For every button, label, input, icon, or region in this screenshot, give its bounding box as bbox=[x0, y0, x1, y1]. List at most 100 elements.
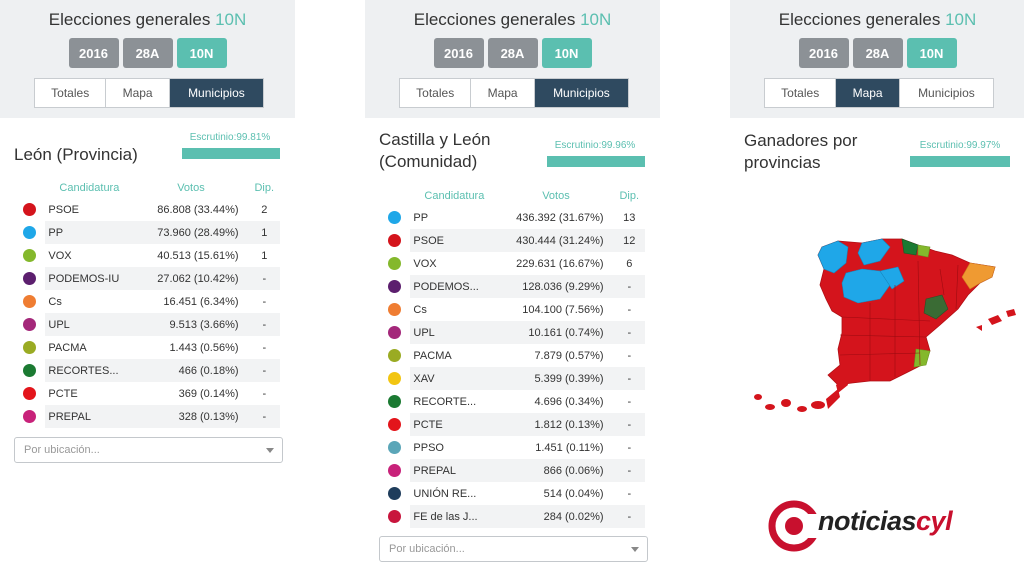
region-canarias bbox=[754, 377, 848, 412]
party-votes: 16.451 (6.34%) bbox=[133, 290, 249, 313]
region-murcia bbox=[913, 348, 931, 368]
header-candidatura: Candidatura bbox=[424, 190, 485, 202]
tab-mapa[interactable]: Mapa bbox=[106, 79, 170, 107]
party-votes: 27.062 (10.42%) bbox=[133, 267, 249, 290]
table-row[interactable]: PCTE 369 (0.14%) - bbox=[14, 382, 280, 405]
location-select[interactable]: Por ubicación... bbox=[379, 536, 648, 562]
table-row[interactable]: VOX 229.631 (16.67%) 6 bbox=[379, 252, 645, 275]
party-seats: - bbox=[613, 321, 645, 344]
party-name: PODEMOS-IU bbox=[45, 267, 134, 290]
party-color-cell bbox=[379, 229, 410, 252]
party-votes: 86.808 (33.44%) bbox=[133, 198, 249, 221]
region-basque bbox=[901, 238, 919, 256]
year-button-28a[interactable]: 28A bbox=[487, 38, 538, 68]
table-row[interactable]: UPL 9.513 (3.66%) - bbox=[14, 313, 280, 336]
escrutinio-label: Escrutinio:99.81% bbox=[189, 132, 271, 143]
party-color-cell bbox=[14, 290, 45, 313]
tab-mapa[interactable]: Mapa bbox=[836, 79, 900, 107]
table-row[interactable]: Cs 16.451 (6.34%) - bbox=[14, 290, 280, 313]
tab-municipios[interactable]: Municipios bbox=[169, 79, 263, 107]
region-teruel bbox=[923, 294, 949, 320]
location-select[interactable]: Por ubicación... bbox=[14, 437, 283, 463]
party-seats: - bbox=[613, 482, 645, 505]
party-color-cell bbox=[14, 336, 45, 359]
party-name: UPL bbox=[45, 313, 134, 336]
party-color-dot bbox=[23, 249, 37, 262]
party-color-cell bbox=[14, 244, 45, 267]
party-votes: 866 (0.06%) bbox=[498, 459, 614, 482]
spain-provinces-map[interactable] bbox=[730, 225, 1020, 425]
year-button-2016[interactable]: 2016 bbox=[68, 38, 119, 68]
view-tabs: Totales Mapa Municipios bbox=[764, 78, 994, 108]
party-votes: 514 (0.04%) bbox=[498, 482, 614, 505]
table-row[interactable]: PSOE 86.808 (33.44%) 2 bbox=[14, 198, 280, 221]
party-color-cell bbox=[14, 313, 45, 336]
table-row[interactable]: Cs 104.100 (7.56%) - bbox=[379, 298, 645, 321]
table-row[interactable]: UPL 10.161 (0.74%) - bbox=[379, 321, 645, 344]
party-color-dot bbox=[388, 326, 402, 339]
table-row[interactable]: VOX 40.513 (15.61%) 1 bbox=[14, 244, 280, 267]
tab-municipios[interactable]: Municipios bbox=[534, 79, 628, 107]
escrutinio-progress-bar bbox=[182, 148, 280, 159]
tab-totales[interactable]: Totales bbox=[400, 79, 472, 107]
year-button-10n[interactable]: 10N bbox=[541, 38, 592, 68]
year-button-2016[interactable]: 2016 bbox=[798, 38, 849, 68]
year-button-10n[interactable]: 10N bbox=[176, 38, 227, 68]
party-seats: 1 bbox=[248, 244, 280, 267]
party-name: PACMA bbox=[410, 344, 499, 367]
election-year-selector: 2016 28A 10N bbox=[0, 38, 295, 68]
party-color-cell bbox=[379, 206, 410, 229]
title-accent: 10N bbox=[215, 10, 247, 29]
party-seats: - bbox=[613, 390, 645, 413]
party-color-cell bbox=[379, 298, 410, 321]
table-row[interactable]: UNIÓN RE... 514 (0.04%) - bbox=[379, 482, 645, 505]
tab-mapa[interactable]: Mapa bbox=[471, 79, 535, 107]
year-button-28a[interactable]: 28A bbox=[122, 38, 173, 68]
tab-totales[interactable]: Totales bbox=[765, 79, 837, 107]
table-row[interactable]: RECORTE... 4.696 (0.34%) - bbox=[379, 390, 645, 413]
year-button-2016[interactable]: 2016 bbox=[433, 38, 484, 68]
table-row[interactable]: PODEMOS... 128.036 (9.29%) - bbox=[379, 275, 645, 298]
table-row[interactable]: PP 436.392 (31.67%) 13 bbox=[379, 206, 645, 229]
tab-municipios[interactable]: Municipios bbox=[918, 86, 975, 100]
table-row[interactable]: PSOE 430.444 (31.24%) 12 bbox=[379, 229, 645, 252]
party-name: UPL bbox=[410, 321, 499, 344]
year-button-28a[interactable]: 28A bbox=[852, 38, 903, 68]
table-row[interactable]: XAV 5.399 (0.39%) - bbox=[379, 367, 645, 390]
escrutinio-progress-bar bbox=[547, 156, 645, 167]
table-row[interactable]: RECORTES... 466 (0.18%) - bbox=[14, 359, 280, 382]
logo-text-accent: cyl bbox=[916, 506, 953, 536]
party-color-dot bbox=[23, 341, 37, 354]
table-row[interactable]: PPSO 1.451 (0.11%) - bbox=[379, 436, 645, 459]
map-widget: Elecciones generales 10N 2016 28A 10N To… bbox=[730, 0, 1024, 576]
party-color-cell bbox=[379, 321, 410, 344]
title-main: Elecciones generales bbox=[48, 10, 211, 29]
table-row[interactable]: PREPAL 328 (0.13%) - bbox=[14, 405, 280, 428]
party-votes: 229.631 (16.67%) bbox=[498, 252, 614, 275]
party-color-dot bbox=[23, 226, 37, 239]
logo-wordmark: noticiascyl bbox=[818, 506, 953, 537]
party-votes: 104.100 (7.56%) bbox=[498, 298, 614, 321]
party-color-dot bbox=[388, 441, 402, 454]
party-votes: 430.444 (31.24%) bbox=[498, 229, 614, 252]
party-name: PACMA bbox=[45, 336, 134, 359]
party-votes: 1.812 (0.13%) bbox=[498, 413, 614, 436]
title-main: Elecciones generales bbox=[778, 10, 941, 29]
election-year-selector: 2016 28A 10N bbox=[730, 38, 1024, 68]
tab-totales[interactable]: Totales bbox=[35, 79, 107, 107]
year-button-10n[interactable]: 10N bbox=[906, 38, 957, 68]
table-row[interactable]: PACMA 7.879 (0.57%) - bbox=[379, 344, 645, 367]
table-row[interactable]: PP 73.960 (28.49%) 1 bbox=[14, 221, 280, 244]
party-votes: 436.392 (31.67%) bbox=[498, 206, 614, 229]
party-name: RECORTE... bbox=[410, 390, 499, 413]
table-row[interactable]: PCTE 1.812 (0.13%) - bbox=[379, 413, 645, 436]
party-color-dot bbox=[23, 203, 37, 216]
party-votes: 369 (0.14%) bbox=[133, 382, 249, 405]
party-seats: 12 bbox=[613, 229, 645, 252]
table-row[interactable]: PODEMOS-IU 27.062 (10.42%) - bbox=[14, 267, 280, 290]
table-row[interactable]: FE de las J... 284 (0.02%) - bbox=[379, 505, 645, 528]
table-row[interactable]: PACMA 1.443 (0.56%) - bbox=[14, 336, 280, 359]
party-color-cell bbox=[14, 198, 45, 221]
region-title: León (Provincia) bbox=[14, 145, 138, 164]
table-row[interactable]: PREPAL 866 (0.06%) - bbox=[379, 459, 645, 482]
